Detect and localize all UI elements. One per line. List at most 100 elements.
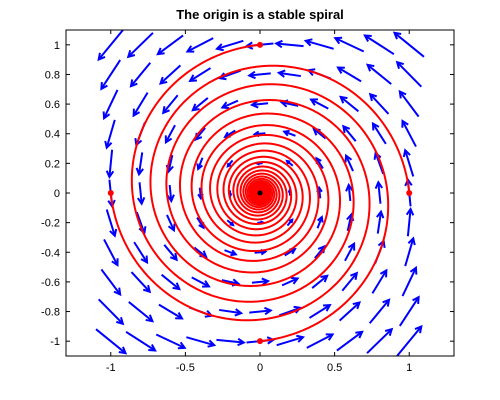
- vector-arrow: [196, 157, 204, 171]
- vector-head: [175, 312, 184, 320]
- vector-shaft: [346, 214, 353, 232]
- vector-head: [371, 121, 380, 131]
- vector-head: [344, 153, 353, 163]
- vector-head: [402, 148, 411, 158]
- vector-head: [102, 111, 111, 121]
- vector-arrow: [333, 36, 365, 53]
- vector-arrow: [376, 209, 385, 234]
- y-tick-label: 0.2: [45, 158, 60, 170]
- vector-head: [100, 81, 108, 91]
- vector-arrow: [100, 268, 122, 297]
- vector-head: [379, 268, 388, 278]
- y-tick-label: 0.8: [45, 69, 60, 81]
- vector-shaft: [103, 239, 119, 266]
- vector-head: [336, 66, 345, 74]
- vector-shaft: [108, 149, 114, 178]
- vector-head: [229, 221, 235, 227]
- vector-head: [136, 196, 146, 206]
- vector-arrow: [401, 119, 417, 147]
- vector-arrow: [218, 308, 244, 317]
- vector-arrow: [341, 271, 359, 292]
- vector-shaft: [216, 338, 244, 344]
- vector-arrow: [368, 298, 391, 324]
- vector-head: [342, 124, 351, 134]
- vector-shaft: [406, 208, 412, 237]
- vector-arrow: [306, 333, 335, 349]
- vector-shaft: [306, 333, 334, 349]
- vector-shaft: [95, 328, 127, 354]
- vector-arrow: [136, 182, 146, 206]
- vector-shaft: [401, 267, 417, 297]
- initial-point-marker: [107, 190, 114, 196]
- vector-arrow: [365, 63, 392, 85]
- vector-arrow: [163, 244, 178, 262]
- vector-shaft: [344, 243, 355, 262]
- y-tick-label: -0.8: [41, 307, 60, 319]
- vector-arrow: [274, 39, 304, 49]
- vector-head: [339, 95, 348, 104]
- vector-head: [247, 70, 256, 80]
- vector-shaft: [165, 124, 176, 143]
- vector-shaft: [314, 245, 326, 259]
- vector-arrow: [281, 276, 300, 287]
- vector-head: [177, 341, 187, 350]
- x-tick-label: 0: [257, 362, 263, 374]
- vector-head: [347, 241, 356, 251]
- vector-shaft: [103, 89, 119, 119]
- vector-head: [132, 108, 141, 118]
- vector-shaft: [374, 152, 385, 175]
- vector-arrow: [303, 38, 334, 50]
- vector-arrow: [404, 236, 416, 267]
- vector-arrow: [215, 39, 244, 52]
- y-tick-label: -0.2: [41, 218, 60, 230]
- vector-arrow: [95, 328, 128, 355]
- vector-arrow: [309, 98, 329, 110]
- vector-head: [345, 182, 354, 192]
- vector-shaft: [404, 149, 415, 177]
- vector-shaft: [251, 102, 269, 106]
- vector-shaft: [128, 301, 154, 322]
- vector-arrow: [249, 306, 273, 316]
- vector-head: [116, 316, 125, 326]
- vector-shaft: [313, 128, 327, 140]
- vector-head: [384, 327, 394, 337]
- vector-arrow: [282, 129, 296, 137]
- vector-shaft: [336, 331, 363, 352]
- vector-head: [401, 119, 409, 128]
- vector-shaft: [133, 241, 148, 263]
- vector-head: [412, 295, 420, 305]
- vector-shaft: [97, 298, 124, 325]
- vector-shaft: [338, 301, 361, 322]
- vector-head: [285, 159, 291, 165]
- vector-shaft: [347, 184, 352, 202]
- vector-head: [374, 180, 384, 190]
- vector-shaft: [276, 42, 304, 48]
- vector-arrow: [363, 34, 395, 55]
- vector-head: [296, 334, 305, 343]
- vector-arrow: [345, 182, 354, 202]
- vector-head: [169, 252, 178, 262]
- vector-head: [323, 304, 332, 312]
- vector-arrow: [155, 333, 187, 350]
- vector-head: [158, 76, 168, 85]
- vector-arrow: [135, 152, 144, 177]
- vector-arrow: [185, 37, 214, 53]
- vector-shaft: [167, 154, 174, 172]
- vector-head: [405, 206, 415, 216]
- vector-shaft: [162, 94, 179, 114]
- vector-head: [226, 162, 232, 168]
- vector-arrow: [161, 94, 179, 115]
- vector-shaft: [377, 182, 382, 204]
- vector-shaft: [125, 331, 156, 352]
- vector-shaft: [105, 119, 116, 148]
- vector-shaft: [371, 269, 388, 294]
- vector-arrow: [396, 324, 423, 357]
- vector-shaft: [219, 69, 241, 80]
- vector-arrow: [166, 214, 176, 233]
- vector-arrow: [368, 92, 390, 115]
- vector-head: [185, 45, 195, 53]
- vector-arrow: [105, 149, 115, 180]
- vector-head: [365, 63, 375, 72]
- vector-shaft: [168, 184, 173, 202]
- initial-point-marker: [257, 338, 263, 345]
